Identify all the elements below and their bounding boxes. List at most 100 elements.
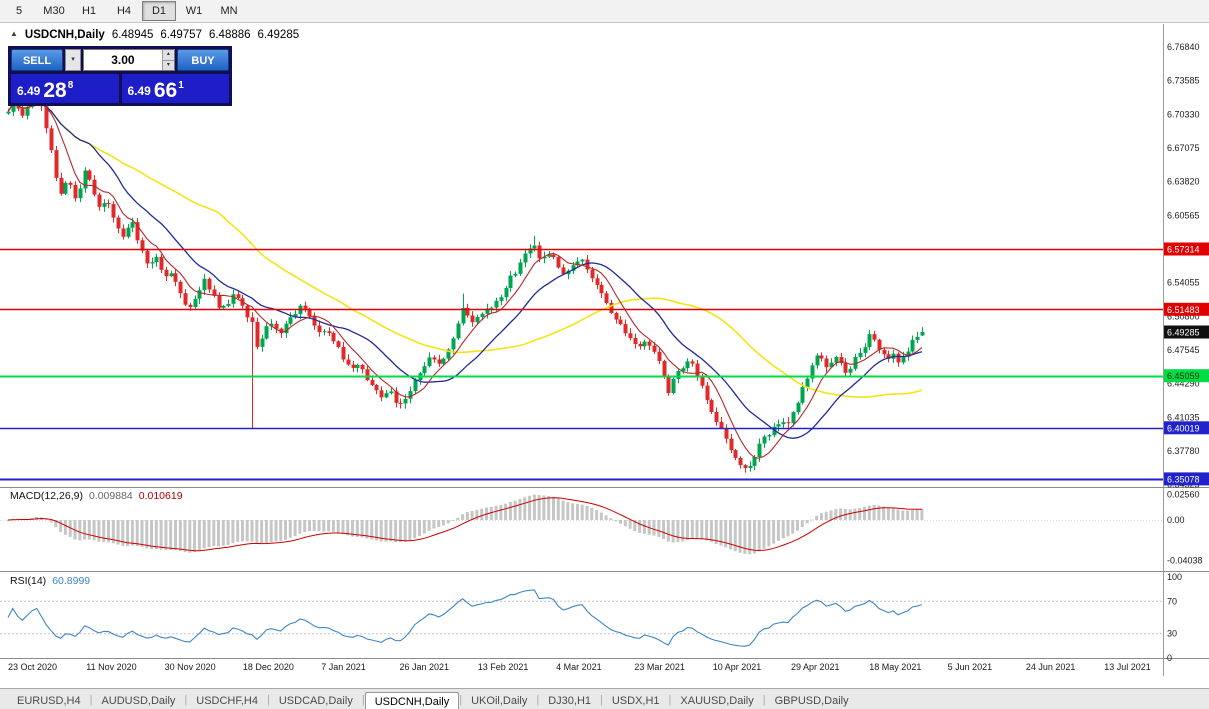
tab-separator: |	[668, 694, 672, 706]
timeframe-button-5[interactable]: 5	[15, 5, 23, 17]
spin-down-icon[interactable]: ▾	[166, 61, 170, 68]
chart-tabs-bar: EURUSD,H4 | AUDUSD,Daily | USDCHF,H4 | USDCAD,…	[0, 688, 1209, 709]
svg-text:6.49285: 6.49285	[1167, 328, 1200, 338]
macd-value-signal: 0.010619	[138, 490, 183, 502]
chart-tab-usdcad-daily[interactable]: USDCAD,Daily	[278, 695, 353, 707]
volume-field: ▴ ▾	[83, 49, 175, 71]
svg-text:6.45059: 6.45059	[1167, 371, 1200, 381]
buy-price-display[interactable]: 6.49 66 1	[121, 74, 229, 103]
tab-separator: |	[184, 694, 188, 706]
ma-fast-line	[7, 102, 923, 459]
macd-axis-label: 0.02560	[1167, 489, 1200, 499]
svg-text:6.44290: 6.44290	[1167, 379, 1200, 389]
ohlc-high: 6.49757	[160, 29, 202, 41]
buy-price-sup: 1	[178, 80, 184, 91]
svg-text:26 Jan 2021: 26 Jan 2021	[400, 662, 450, 672]
svg-text:18 May 2021: 18 May 2021	[869, 662, 921, 672]
svg-text:6.54055: 6.54055	[1167, 278, 1200, 288]
price-level-tag: 6.51483	[1164, 302, 1209, 316]
svg-text:24 Jun 2021: 24 Jun 2021	[1026, 662, 1076, 672]
chart-tab-usdchf-h4[interactable]: USDCHF,H4	[196, 695, 258, 707]
svg-text:6.37780: 6.37780	[1167, 446, 1200, 456]
sell-button[interactable]: SELL	[11, 49, 63, 71]
rsi-line	[7, 589, 923, 647]
buy-button[interactable]: BUY	[177, 49, 229, 71]
rsi-axis-label: 70	[1167, 596, 1177, 606]
chart-tab-eurusd-h4[interactable]: EURUSD,H4	[17, 695, 81, 707]
svg-text:6.67075: 6.67075	[1167, 143, 1200, 153]
ohlc-close: 6.49285	[257, 29, 300, 41]
svg-text:6.70330: 6.70330	[1167, 109, 1200, 119]
svg-text:6.57314: 6.57314	[1167, 245, 1200, 255]
timeframe-button-mn[interactable]: MN	[220, 5, 238, 17]
svg-text:6.47545: 6.47545	[1167, 345, 1200, 355]
svg-text:6.63820: 6.63820	[1167, 177, 1200, 187]
chart-tab-usdx-h1[interactable]: USDX,H1	[611, 695, 660, 707]
chart-symbol-label: USDCNH,Daily	[24, 29, 105, 41]
svg-text:7 Jan 2021: 7 Jan 2021	[321, 662, 366, 672]
ma-slow-line	[7, 102, 923, 399]
chevron-down-icon: ▾	[71, 56, 75, 63]
tab-separator: |	[762, 694, 766, 706]
macd-signal-line	[7, 497, 922, 552]
sell-price-prefix: 6.49	[17, 84, 41, 98]
tab-separator: |	[89, 694, 93, 706]
chart-tab-usdcnh-daily[interactable]: USDCNH,Daily	[364, 692, 460, 709]
macd-histogram	[6, 494, 924, 555]
tab-separator: |	[361, 694, 365, 706]
svg-text:23 Oct 2020: 23 Oct 2020	[8, 662, 57, 672]
ma-mid-line	[7, 103, 923, 439]
sell-price-display[interactable]: 6.49 28 8	[11, 74, 119, 103]
svg-text:6.73585: 6.73585	[1167, 76, 1200, 86]
macd-indicator-label: MACD(12,26,9) 0.009884 0.010619	[10, 490, 189, 502]
volume-stepper[interactable]: ▴ ▾	[161, 50, 174, 70]
macd-value-main: 0.009884	[88, 490, 133, 502]
collapse-arrow-icon[interactable]: ▲	[10, 29, 18, 38]
rsi-indicator-label: RSI(14) 60.8999	[10, 575, 96, 587]
timeframe-button-m30[interactable]: M30	[43, 5, 65, 17]
chart-tab-dj30-h1[interactable]: DJ30,H1	[548, 695, 591, 707]
chart-tab-audusd-daily[interactable]: AUDUSD,Daily	[101, 695, 176, 707]
timeframe-toolbar: 5 M30 H1 H4 D1 W1 MN	[0, 0, 1209, 23]
buy-price-big: 66	[153, 79, 178, 102]
chart-tab-xauusd-daily[interactable]: XAUUSD,Daily	[680, 695, 754, 707]
svg-text:10 Apr 2021: 10 Apr 2021	[713, 662, 762, 672]
rsi-axis-label: 30	[1167, 629, 1177, 639]
ohlc-open: 6.48945	[111, 29, 154, 41]
sell-price-sup: 8	[67, 80, 74, 91]
date-axis-labels: 23 Oct 2020 11 Nov 2020 30 Nov 2020 18 Dec …	[8, 662, 1151, 672]
svg-text:18 Dec 2020: 18 Dec 2020	[243, 662, 294, 672]
spin-up-icon[interactable]: ▴	[162, 50, 174, 61]
volume-dropdown-button[interactable]: ▾	[65, 49, 81, 71]
svg-text:23 Mar 2021: 23 Mar 2021	[634, 662, 685, 672]
timeframe-button-w1[interactable]: W1	[185, 5, 203, 17]
candles-series	[6, 79, 925, 473]
svg-text:6.76840: 6.76840	[1167, 42, 1200, 52]
chart-tab-gbpusd-daily[interactable]: GBPUSD,Daily	[774, 695, 849, 707]
sell-price-big: 28	[43, 79, 67, 102]
svg-text:30 Nov 2020: 30 Nov 2020	[165, 662, 216, 672]
svg-text:6.50800: 6.50800	[1167, 311, 1200, 321]
rsi-axis-label: 0	[1167, 653, 1172, 663]
buy-price-prefix: 6.49	[127, 84, 151, 98]
volume-input[interactable]	[84, 50, 162, 70]
timeframe-button-h4[interactable]: H4	[116, 5, 132, 17]
rsi-name: RSI(14)	[10, 575, 47, 587]
chart-tab-ukoil-daily[interactable]: UKOil,Daily	[471, 695, 528, 707]
svg-text:6.40019: 6.40019	[1167, 423, 1200, 433]
tab-separator: |	[267, 694, 270, 706]
svg-text:6.60565: 6.60565	[1167, 210, 1200, 220]
macd-axis-label: -0.04038	[1167, 555, 1203, 565]
price-level-tag: 6.57314	[1164, 242, 1209, 256]
price-level-tag: 6.45059	[1164, 369, 1209, 383]
svg-text:13 Jul 2021: 13 Jul 2021	[1104, 662, 1151, 672]
ohlc-low: 6.48886	[208, 29, 251, 41]
timeframe-button-d1[interactable]: D1	[142, 1, 176, 21]
rsi-axis-label: 100	[1167, 572, 1182, 582]
tab-separator: |	[536, 694, 540, 706]
svg-text:13 Feb 2021: 13 Feb 2021	[478, 662, 529, 672]
current-price-tag: 6.49285	[1164, 325, 1209, 339]
svg-text:5 Jun 2021: 5 Jun 2021	[948, 662, 993, 672]
main-chart[interactable]: 6.76840 6.73585 6.70330 6.67075 6.63820 6.605…	[0, 24, 1209, 676]
timeframe-button-h1[interactable]: H1	[81, 5, 97, 17]
